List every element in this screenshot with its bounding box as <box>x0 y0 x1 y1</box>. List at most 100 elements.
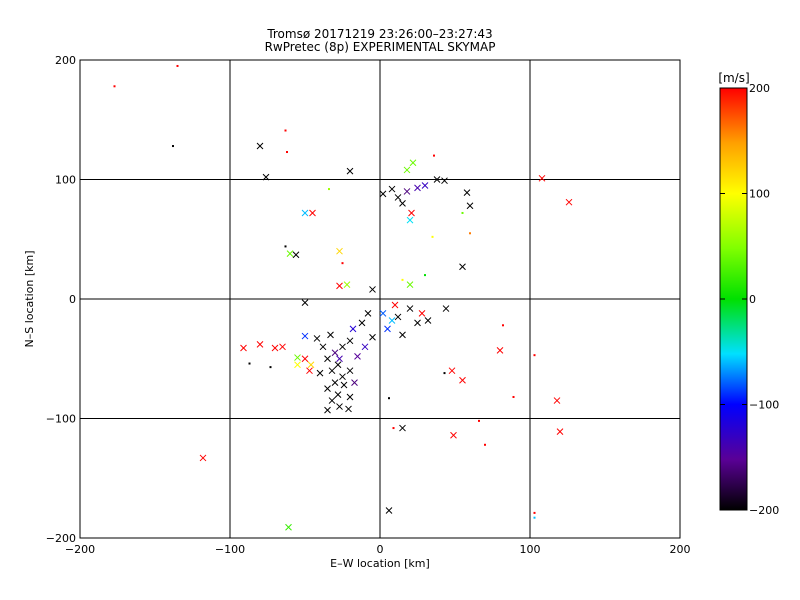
data-marker-x <box>364 309 372 317</box>
colorbar-tick-label: 100 <box>749 188 770 201</box>
data-marker-x <box>345 405 352 413</box>
colorbar-tick-label: −200 <box>749 504 779 517</box>
grid-lines <box>80 60 680 538</box>
data-marker-x <box>403 188 411 195</box>
data-marker-x <box>292 251 300 259</box>
data-marker-x <box>448 367 456 375</box>
data-marker-x <box>459 376 466 384</box>
colorbar-tick-label: −100 <box>749 399 779 412</box>
data-marker-x <box>324 355 331 363</box>
data-marker-x <box>388 317 396 324</box>
y-tick-label: −100 <box>46 413 76 426</box>
y-tick-label: 0 <box>69 293 76 306</box>
data-marker-x <box>328 397 336 404</box>
data-marker-dot <box>484 443 486 446</box>
data-marker-x <box>406 305 414 312</box>
data-marker-dot <box>533 354 536 357</box>
data-marker-dot <box>341 262 344 265</box>
data-marker-x <box>346 167 354 175</box>
data-marker-x <box>301 355 309 363</box>
data-marker-x <box>331 379 339 387</box>
data-marker-x <box>199 454 207 462</box>
data-marker-x <box>334 391 342 398</box>
data-marker-dot <box>443 372 446 375</box>
data-marker-x <box>421 182 429 189</box>
data-marker-x <box>391 301 399 309</box>
data-marker-dot <box>113 85 116 88</box>
colorbar-ticks: 200 100 0 −100 −200 <box>720 82 779 517</box>
data-marker-dot <box>388 397 390 400</box>
y-tick-label: 200 <box>55 54 76 67</box>
data-marker-x <box>339 373 346 381</box>
data-marker-dot <box>461 211 464 214</box>
data-marker-x <box>346 337 354 345</box>
chart-title: Tromsø 20171219 23:26:00–23:27:43 <box>266 27 492 41</box>
data-marker-x <box>466 202 474 210</box>
chart-subtitle: RwPretec (8p) EXPERIMENTAL SKYMAP <box>265 40 496 54</box>
data-marker-x <box>433 176 441 183</box>
data-marker-x <box>316 369 324 377</box>
data-marker-x <box>301 299 309 306</box>
data-marker-x <box>414 319 421 327</box>
data-marker-x <box>294 354 301 361</box>
data-marker-x <box>354 353 361 360</box>
data-marker-x <box>324 385 331 392</box>
data-marker-x <box>349 325 357 333</box>
data-marker-x <box>339 343 346 351</box>
data-marker-x <box>406 216 414 224</box>
data-marker-x <box>343 281 351 289</box>
data-markers <box>113 64 573 531</box>
x-axis-label: E–W location [km] <box>330 557 430 570</box>
data-marker-x <box>262 173 270 181</box>
data-marker-x <box>336 247 343 255</box>
data-marker-x <box>336 403 343 410</box>
data-marker-x <box>565 198 573 206</box>
x-tick-label: 0 <box>377 543 384 556</box>
data-marker-x <box>369 333 376 341</box>
data-marker-x <box>459 263 466 271</box>
data-marker-x <box>414 184 421 192</box>
x-tick-label: −200 <box>65 543 95 556</box>
colorbar-tick-label: 200 <box>749 82 770 95</box>
data-marker-x <box>301 209 309 217</box>
data-marker-dot <box>392 427 395 430</box>
data-marker-x <box>256 142 264 150</box>
data-marker-dot <box>286 151 288 154</box>
data-marker-x <box>306 367 313 375</box>
data-marker-x <box>286 250 294 257</box>
data-marker-x <box>406 281 414 289</box>
data-marker-x <box>361 343 369 351</box>
data-marker-x <box>538 174 546 182</box>
data-marker-x <box>351 379 358 387</box>
data-marker-x <box>442 305 450 312</box>
data-marker-x <box>313 335 321 342</box>
x-tick-label: −100 <box>215 543 245 556</box>
data-marker-x <box>334 361 342 369</box>
data-marker-x <box>279 343 286 351</box>
data-marker-x <box>319 343 327 351</box>
data-marker-x <box>294 361 301 369</box>
data-marker-x <box>327 331 334 339</box>
data-marker-dot <box>172 145 174 148</box>
y-axis-label: N–S location [km] <box>23 250 36 347</box>
colorbar-label: [m/s] <box>718 71 749 85</box>
data-marker-x <box>379 190 387 198</box>
data-marker-dot <box>284 245 287 248</box>
data-marker-x <box>441 177 448 185</box>
data-marker-x <box>399 331 406 339</box>
data-marker-x <box>358 319 366 327</box>
data-marker-dot <box>533 511 536 514</box>
data-marker-dot <box>401 278 404 281</box>
data-marker-x <box>285 523 292 531</box>
data-marker-x <box>424 317 432 324</box>
data-marker-x <box>553 397 561 404</box>
data-marker-dot <box>328 188 330 191</box>
data-marker-dot <box>469 232 471 235</box>
data-marker-x <box>301 332 309 340</box>
data-marker-x <box>240 344 247 352</box>
data-marker-x <box>385 507 393 514</box>
data-marker-dot <box>533 516 536 519</box>
data-marker-dot <box>431 235 434 238</box>
data-marker-x <box>399 200 406 207</box>
